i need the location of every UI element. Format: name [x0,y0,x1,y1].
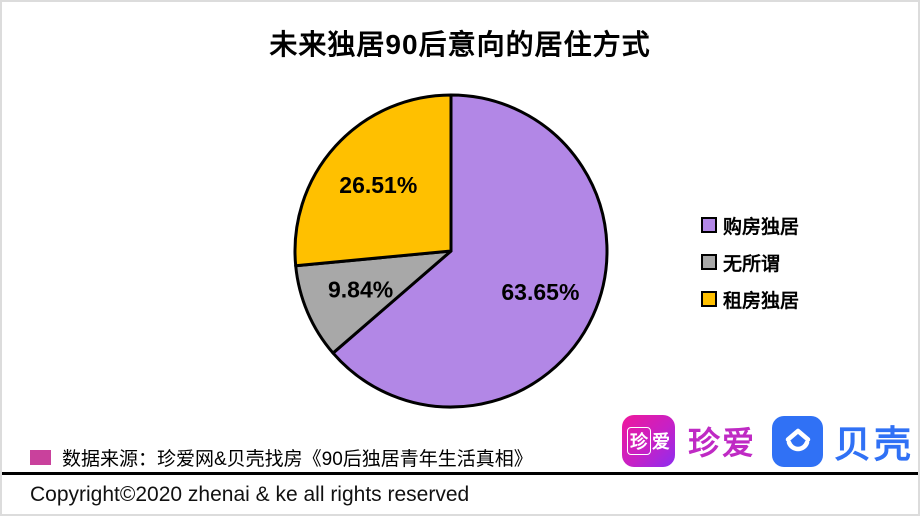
footer-divider [2,472,918,475]
pie-value-label-购房独居: 63.65% [501,279,579,305]
legend-swatch-indifferent [701,254,717,270]
pie-slice-购房独居 [331,93,609,409]
beike-app-icon [772,415,824,467]
pie-slice-租房独居 [293,93,453,268]
data-source-row: 数据来源：珍爱网&贝壳找房《90后独居青年生活真相》 [30,444,533,471]
legend-label-indifferent: 无所谓 [723,253,781,275]
zhenai-app-icon: 珍 爱 [622,415,675,467]
zhenai-icon-char-boxed: 珍 [627,427,651,455]
chart-title: 未来独居90后意向的居住方式 [269,29,651,60]
legend-swatch-rent-house [701,291,717,307]
brand-logos: 珍 爱 珍爱 贝壳 [622,414,914,468]
legend-swatch-buy-house [701,217,717,233]
pie-value-label-租房独居: 26.51% [339,172,417,198]
source-bullet-icon [30,450,51,465]
copyright-text: Copyright©2020 zhenai & ke all rights re… [30,483,470,506]
legend-item-rent-house: 租房独居 [701,289,799,312]
beike-house-icon [785,428,810,452]
beike-wordmark: 贝壳 [834,424,915,465]
zhenai-wordmark: 珍爱 [688,425,757,461]
legend-item-buy-house: 购房独居 [701,215,799,238]
pie-value-label-无所谓: 9.84% [328,277,393,303]
data-source-text: 数据来源：珍爱网&贝壳找房《90后独居青年生活真相》 [62,449,533,470]
pie-chart-svg: 63.65% 9.84% 26.51% [293,93,609,409]
legend-label-buy-house: 购房独居 [723,216,800,238]
legend: 购房独居 无所谓 租房独居 [701,215,799,326]
pie-slice-无所谓 [294,249,453,355]
legend-item-indifferent: 无所谓 [701,252,799,275]
zhenai-icon-char: 爱 [652,432,670,452]
legend-label-rent-house: 租房独居 [723,290,800,312]
